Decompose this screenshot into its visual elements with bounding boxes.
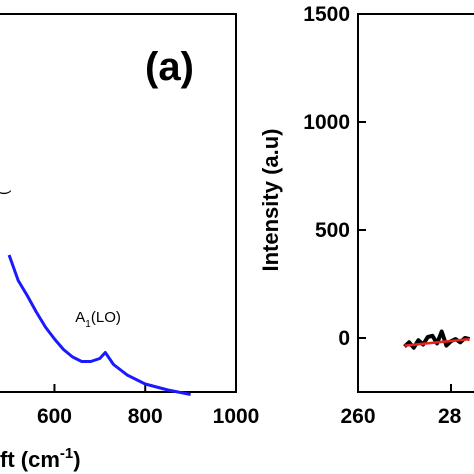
panel-a-x-axis-title-main: ft (cm (0, 447, 60, 472)
panel-b-y-tick-label: 1000 (303, 111, 350, 134)
panel-a-x-axis-title: ft (cm-1) (0, 445, 81, 472)
panel-b: 0 500 1000 1500 260 28 Intensity (a.u) (258, 3, 474, 428)
panel-b-y-tick-label: 1500 (303, 3, 350, 26)
panel-b-y-axis-title: Intensity (a.u) (258, 128, 283, 271)
panel-a-annotation-a1lo: A1(LO) (75, 309, 121, 330)
panel-b-y-ticks: 0 500 1000 1500 (303, 3, 366, 350)
panel-a-x-axis-title-sup: -1 (60, 445, 73, 462)
panel-a-annotation-peak: ( (0, 190, 12, 195)
panel-a-label: (a) (145, 45, 194, 89)
panel-a-frame (0, 13, 237, 393)
panel-b-series (403, 329, 471, 350)
panel-a-x-tick-label: 1000 (213, 405, 260, 428)
panel-a-series (7, 254, 191, 396)
panel-a: (a) 600 800 1000 A1(LO) ( ft (cm-1) (0, 13, 259, 472)
panel-a-annotations: A1(LO) ( (0, 190, 121, 330)
panel-b-y-tick-label: 0 (338, 327, 350, 350)
panel-b-series-fit (404, 337, 470, 347)
annot-sub: 1 (85, 319, 91, 330)
panel-a-series-line (7, 254, 191, 396)
panel-b-x-tick-label: 260 (340, 405, 375, 428)
annot-rest: (LO) (91, 309, 121, 326)
panel-a-x-ticks: 600 800 1000 (37, 384, 259, 428)
panel-a-x-axis-title-close: ) (73, 447, 80, 472)
panel-b-x-ticks: 260 28 (340, 384, 462, 428)
panel-a-x-tick-label: 800 (128, 405, 163, 428)
panel-b-frame (357, 13, 474, 393)
panel-b-x-tick-label: 28 (438, 405, 462, 428)
panel-a-x-tick-label: 600 (37, 405, 72, 428)
annot-main: A (75, 309, 85, 326)
panel-b-y-tick-label: 500 (315, 219, 350, 242)
